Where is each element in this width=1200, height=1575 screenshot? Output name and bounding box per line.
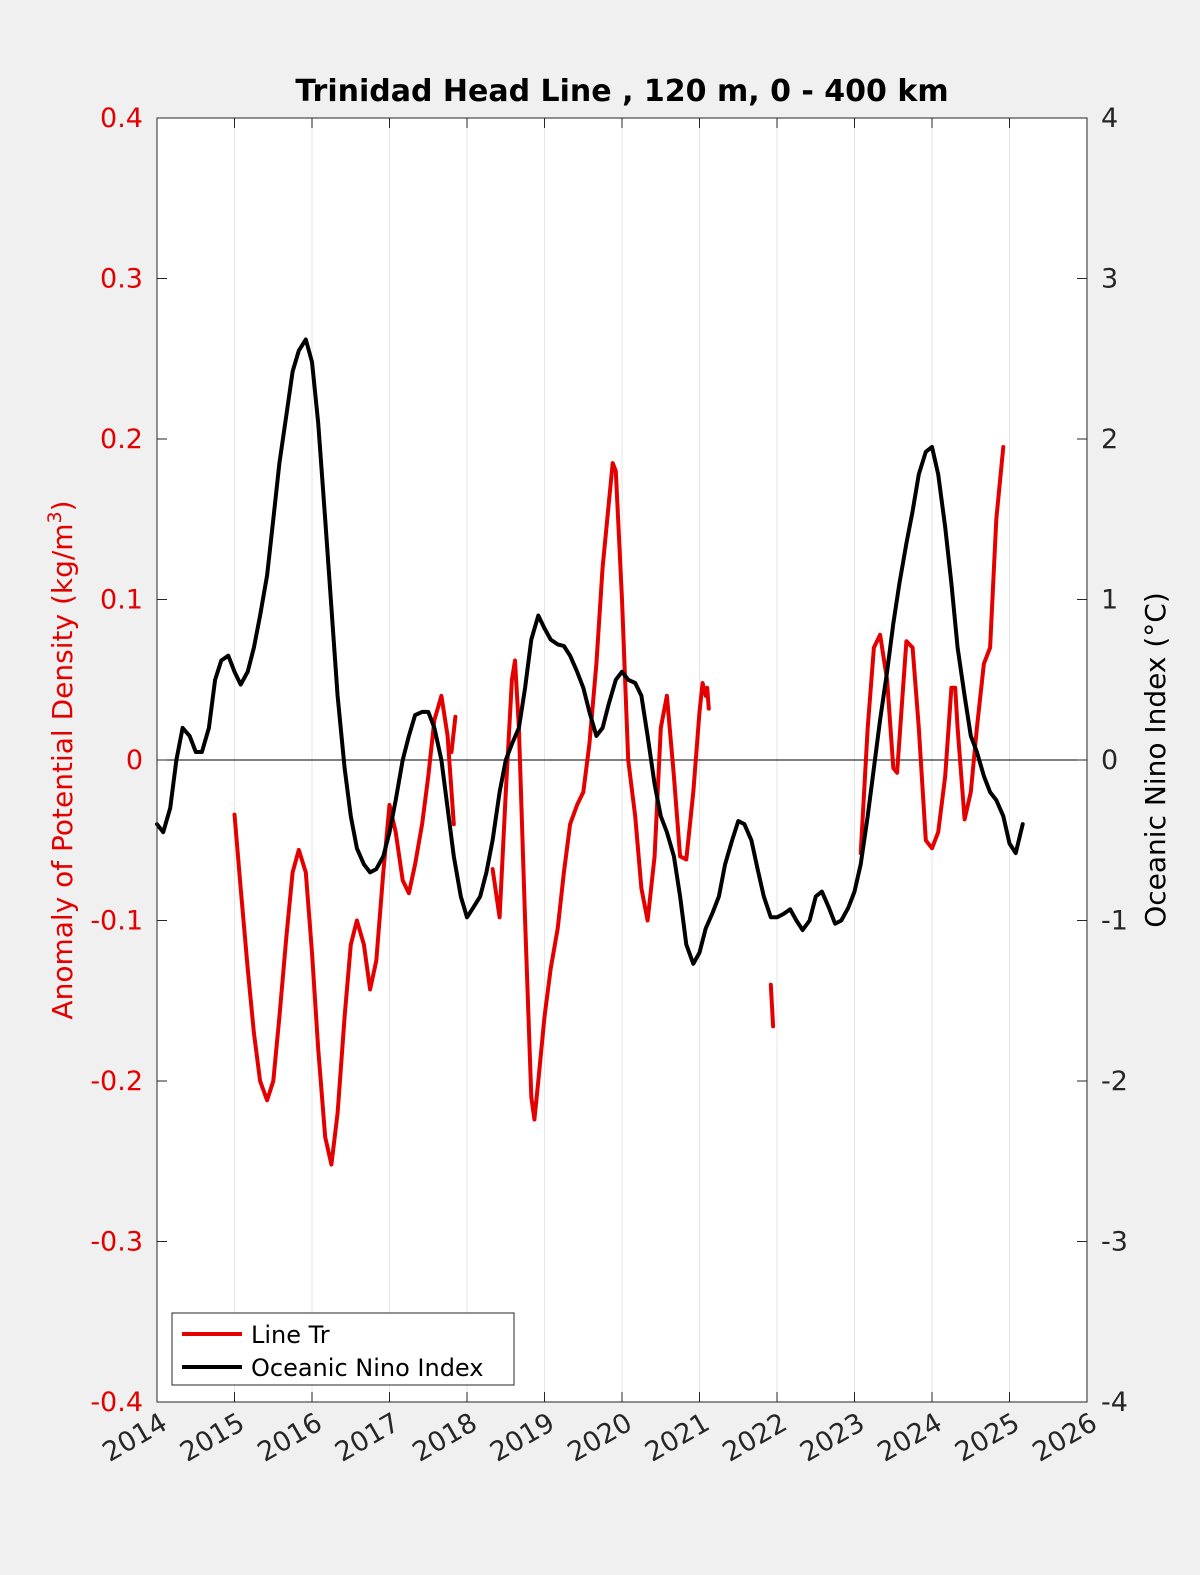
line-tr-series bbox=[490, 461, 711, 1122]
y-right-tick-label: 4 bbox=[1101, 103, 1118, 134]
legend-label-oni: Oceanic Nino Index bbox=[251, 1354, 483, 1382]
y-right-tick-label: 0 bbox=[1101, 745, 1118, 776]
legend-box bbox=[171, 1312, 515, 1386]
y-axis-left-label-suffix: ) bbox=[46, 500, 79, 511]
y-left-tick-label: 0.1 bbox=[100, 585, 143, 616]
oni-series bbox=[155, 337, 1025, 966]
chart-title: Trinidad Head Line , 120 m, 0 - 400 km bbox=[295, 74, 948, 109]
legend-label-line-tr: Line Tr bbox=[251, 1321, 330, 1349]
y-right-tick-label: -1 bbox=[1101, 906, 1128, 937]
line-tr-series bbox=[449, 714, 458, 754]
y-right-tick-label: -3 bbox=[1101, 1227, 1128, 1258]
y-axis-left-label: Anomaly of Potential Density (kg/m3) bbox=[44, 500, 79, 1019]
legend: Line Tr Oceanic Nino Index bbox=[171, 1312, 515, 1386]
y-left-tick-label: 0.4 bbox=[100, 103, 143, 134]
y-axis-left-label-text: Anomaly of Potential Density (kg/m bbox=[46, 523, 79, 1019]
y-left-tick-label: -0.4 bbox=[90, 1387, 143, 1418]
y-axis-left-label-superscript: 3 bbox=[44, 511, 66, 523]
y-left-tick-label: 0 bbox=[126, 745, 143, 776]
y-left-tick-label: 0.2 bbox=[100, 424, 143, 455]
series-lines bbox=[155, 337, 1025, 1167]
y-left-tick-label: -0.2 bbox=[90, 1066, 143, 1097]
y-left-tick-label: -0.3 bbox=[90, 1227, 143, 1258]
y-right-tick-label: 2 bbox=[1101, 424, 1118, 455]
y-left-tick-label: -0.1 bbox=[90, 906, 143, 937]
y-right-tick-label: -2 bbox=[1101, 1066, 1128, 1097]
y-axis-right-label: Oceanic Nino Index (°C) bbox=[1139, 592, 1172, 928]
line-tr-series bbox=[768, 982, 776, 1029]
y-right-tick-label: 3 bbox=[1101, 264, 1118, 295]
y-right-tick-label: -4 bbox=[1101, 1387, 1128, 1418]
y-right-tick-label: 1 bbox=[1101, 585, 1118, 616]
y-left-tick-label: 0.3 bbox=[100, 264, 143, 295]
line-tr-series bbox=[232, 693, 456, 1167]
